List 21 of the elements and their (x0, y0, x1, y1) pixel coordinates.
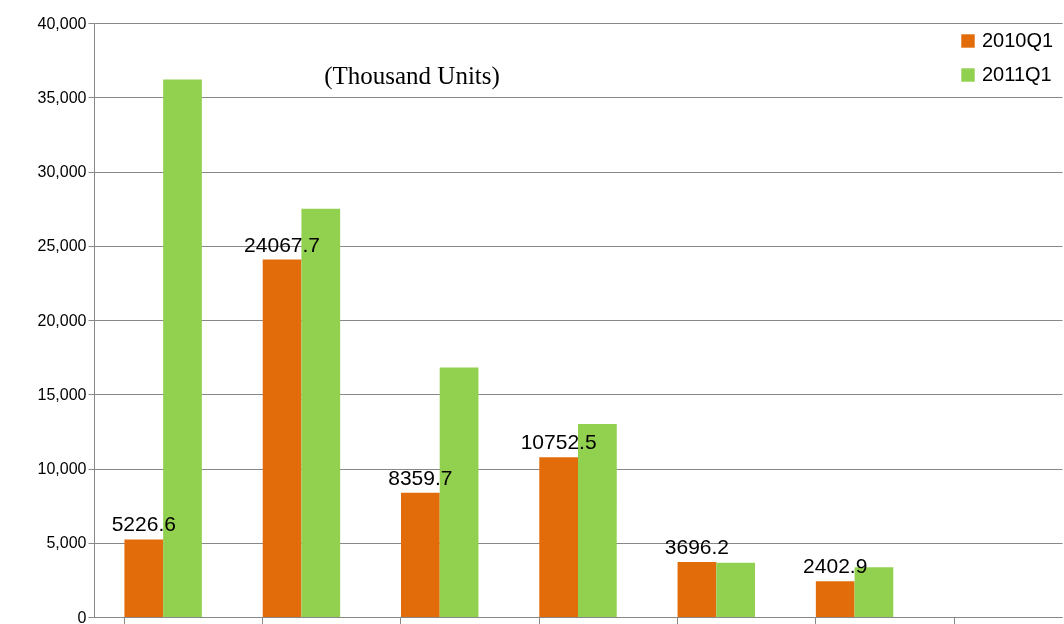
y-tick-label: 5,000 (46, 534, 87, 552)
bar (677, 562, 717, 617)
bar (716, 562, 756, 617)
legend-label: 2010Q1 (982, 29, 1054, 51)
annotation: (Thousand Units) (324, 62, 500, 90)
bar (124, 539, 164, 617)
y-tick-label: 15,000 (37, 385, 87, 403)
y-tick-label: 10,000 (37, 460, 87, 477)
bar (539, 457, 578, 617)
bar (262, 259, 302, 617)
y-tick-label: 35,000 (37, 88, 87, 106)
bar (400, 492, 440, 617)
y-tick-label: 30,000 (37, 163, 87, 180)
bar (815, 581, 855, 617)
y-tick-label: 40,000 (37, 14, 87, 32)
data-label: 3696.2 (664, 535, 730, 559)
data-label: 2402.9 (803, 554, 868, 578)
y-tick-label: 0 (77, 608, 87, 624)
legend-label: 2011Q1 (982, 63, 1052, 85)
y-tick-label: 25,000 (37, 237, 87, 255)
y-tick-label: 20,000 (37, 311, 87, 329)
